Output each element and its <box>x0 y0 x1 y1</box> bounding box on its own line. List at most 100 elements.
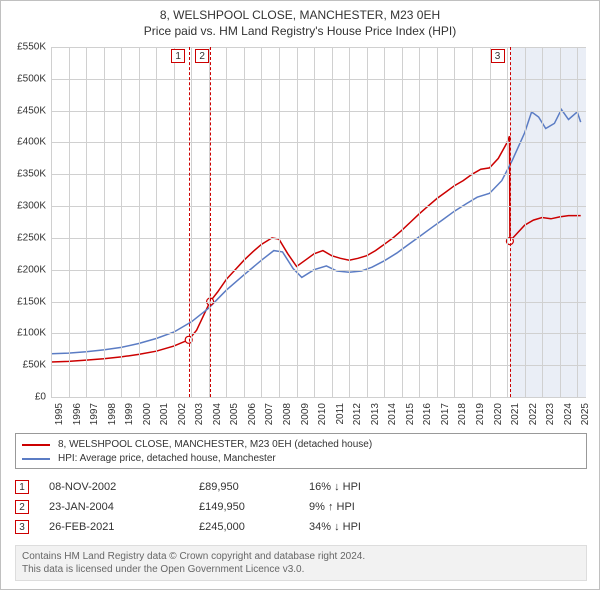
y-tick-label: £450K <box>17 105 46 116</box>
y-tick-label: £550K <box>17 42 46 53</box>
gridline-vertical <box>560 47 561 397</box>
x-tick-label: 2014 <box>387 403 398 425</box>
y-tick-label: £400K <box>17 137 46 148</box>
y-tick-label: £100K <box>17 328 46 339</box>
gridline-vertical <box>577 47 578 397</box>
gridline-vertical <box>261 47 262 397</box>
x-tick-label: 2008 <box>282 403 293 425</box>
event-delta: 16% ↓ HPI <box>309 477 361 497</box>
event-price: £245,000 <box>199 517 309 537</box>
gridline-vertical <box>69 47 70 397</box>
gridline-horizontal <box>51 302 586 303</box>
x-tick-label: 2025 <box>580 403 591 425</box>
x-tick-label: 2021 <box>510 403 521 425</box>
legend-swatch <box>22 444 50 446</box>
x-tick-label: 1998 <box>107 403 118 425</box>
event-marker: 2 <box>15 500 29 514</box>
event-delta: 34% ↓ HPI <box>309 517 361 537</box>
x-tick-label: 2012 <box>352 403 363 425</box>
chart-container: 8, WELSHPOOL CLOSE, MANCHESTER, M23 0EH … <box>0 0 600 590</box>
x-tick-label: 1999 <box>124 403 135 425</box>
gridline-horizontal <box>51 397 586 398</box>
y-tick-label: £150K <box>17 296 46 307</box>
x-tick-label: 2007 <box>264 403 275 425</box>
x-tick-label: 2011 <box>335 403 346 425</box>
gridline-horizontal <box>51 270 586 271</box>
series-line-hpi <box>51 109 581 353</box>
y-tick-label: £350K <box>17 169 46 180</box>
gridline-vertical <box>121 47 122 397</box>
y-tick-label: £250K <box>17 232 46 243</box>
gridline-vertical <box>384 47 385 397</box>
gridline-horizontal <box>51 174 586 175</box>
gridline-vertical <box>332 47 333 397</box>
gridline-vertical <box>402 47 403 397</box>
x-tick-label: 1996 <box>72 403 83 425</box>
event-delta: 9% ↑ HPI <box>309 497 355 517</box>
event-row: 2 23-JAN-2004£149,9509% ↑ HPI <box>15 497 587 517</box>
footer-attribution: Contains HM Land Registry data © Crown c… <box>15 545 587 581</box>
y-tick-label: £300K <box>17 201 46 212</box>
event-marker: 2 <box>195 49 209 63</box>
x-tick-label: 2019 <box>475 403 486 425</box>
gridline-horizontal <box>51 238 586 239</box>
event-dashed-line <box>510 47 511 397</box>
event-marker: 1 <box>15 480 29 494</box>
x-tick-label: 2006 <box>247 403 258 425</box>
gridline-horizontal <box>51 365 586 366</box>
gridline-vertical <box>191 47 192 397</box>
event-row: 108-NOV-2002£89,95016% ↓ HPI <box>15 477 587 497</box>
gridline-vertical <box>507 47 508 397</box>
x-tick-label: 2001 <box>159 403 170 425</box>
x-tick-label: 2020 <box>493 403 504 425</box>
x-tick-label: 2002 <box>177 403 188 425</box>
gridline-vertical <box>226 47 227 397</box>
event-date: 23-JAN-2004 <box>49 497 199 517</box>
event-date: 08-NOV-2002 <box>49 477 199 497</box>
x-tick-label: 2005 <box>229 403 240 425</box>
gridline-vertical <box>156 47 157 397</box>
legend-row: HPI: Average price, detached house, Manc… <box>22 452 580 466</box>
gridline-vertical <box>86 47 87 397</box>
gridline-vertical <box>419 47 420 397</box>
event-date: 26-FEB-2021 <box>49 517 199 537</box>
chart-title: 8, WELSHPOOL CLOSE, MANCHESTER, M23 0EH <box>1 7 599 23</box>
events-table: 108-NOV-2002£89,95016% ↓ HPI223-JAN-2004… <box>15 477 587 537</box>
footer-line-1: Contains HM Land Registry data © Crown c… <box>22 550 580 563</box>
y-tick-label: £50K <box>23 360 46 371</box>
gridline-horizontal <box>51 142 586 143</box>
gridline-vertical <box>349 47 350 397</box>
gridline-vertical <box>525 47 526 397</box>
legend-swatch <box>22 458 50 460</box>
gridline-vertical <box>454 47 455 397</box>
gridline-vertical <box>51 47 52 397</box>
x-tick-label: 2000 <box>142 403 153 425</box>
x-tick-label: 2015 <box>405 403 416 425</box>
x-tick-label: 2004 <box>212 403 223 425</box>
event-marker: 3 <box>15 520 29 534</box>
x-tick-label: 2017 <box>440 403 451 425</box>
legend: 8, WELSHPOOL CLOSE, MANCHESTER, M23 0EH … <box>15 433 587 469</box>
x-tick-label: 1997 <box>89 403 100 425</box>
chart-subtitle: Price paid vs. HM Land Registry's House … <box>1 23 599 39</box>
x-tick-label: 2013 <box>370 403 381 425</box>
x-tick-label: 2018 <box>457 403 468 425</box>
legend-row: 8, WELSHPOOL CLOSE, MANCHESTER, M23 0EH … <box>22 438 580 452</box>
event-price: £149,950 <box>199 497 309 517</box>
chart-titles: 8, WELSHPOOL CLOSE, MANCHESTER, M23 0EH … <box>1 1 599 39</box>
gridline-vertical <box>472 47 473 397</box>
x-tick-label: 2010 <box>317 403 328 425</box>
gridline-vertical <box>437 47 438 397</box>
gridline-vertical <box>279 47 280 397</box>
event-marker: 1 <box>171 49 185 63</box>
chart-series-svg <box>51 47 586 397</box>
x-tick-label: 2024 <box>563 403 574 425</box>
gridline-vertical <box>244 47 245 397</box>
gridline-vertical <box>314 47 315 397</box>
x-tick-label: 2003 <box>194 403 205 425</box>
y-tick-label: £0 <box>35 392 46 403</box>
legend-label: HPI: Average price, detached house, Manc… <box>58 452 276 466</box>
y-tick-label: £200K <box>17 264 46 275</box>
footer-line-2: This data is licensed under the Open Gov… <box>22 563 580 576</box>
gridline-vertical <box>542 47 543 397</box>
